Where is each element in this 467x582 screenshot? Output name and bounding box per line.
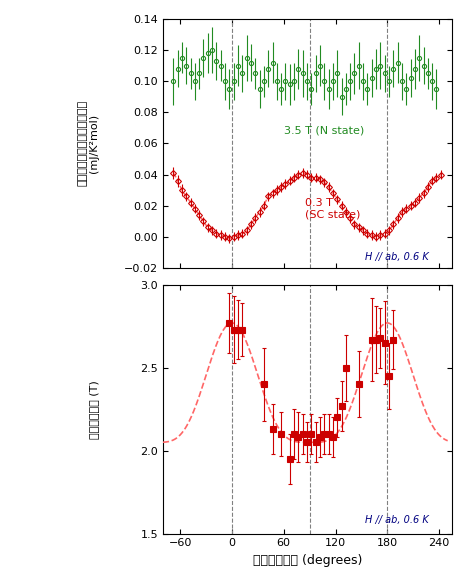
- Text: H // ab, 0.6 K: H // ab, 0.6 K: [365, 251, 429, 261]
- Text: H // ab, 0.6 K: H // ab, 0.6 K: [365, 515, 429, 526]
- Text: 0.3 T
(SC state): 0.3 T (SC state): [305, 198, 361, 219]
- Y-axis label: 上部臨界磁場 (T): 上部臨界磁場 (T): [89, 380, 99, 439]
- Y-axis label: 比熱変化を温度で割ったもの
(mJ/K²mol): 比熱変化を温度で割ったもの (mJ/K²mol): [78, 100, 99, 186]
- X-axis label: 磁場の方位角 (degrees): 磁場の方位角 (degrees): [253, 554, 362, 567]
- Text: 3.5 T (N state): 3.5 T (N state): [284, 126, 364, 136]
